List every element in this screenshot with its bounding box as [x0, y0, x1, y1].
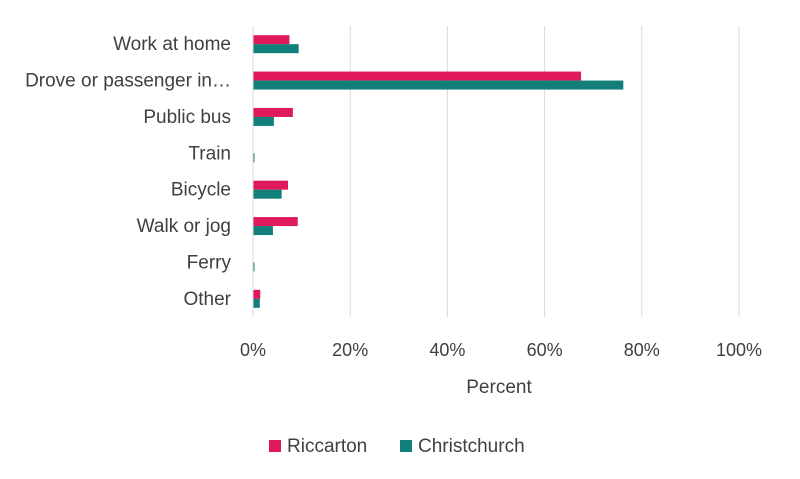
bar-riccarton-0: [253, 35, 290, 45]
x-tick-label: 20%: [332, 340, 368, 360]
legend-label-riccarton: Riccarton: [287, 436, 367, 457]
x-axis-title: Percent: [466, 377, 532, 398]
x-tick-label: 0%: [240, 340, 266, 360]
bar-christchurch-5: [253, 226, 273, 236]
x-tick-label: 60%: [527, 340, 563, 360]
bar-riccarton-2: [253, 107, 293, 117]
bar-christchurch-3: [253, 153, 255, 163]
bar-riccarton-1: [253, 71, 582, 81]
bar-riccarton-7: [253, 289, 261, 299]
category-label: Public bus: [143, 107, 231, 128]
x-tick-labels: 0% 20% 40% 60% 80% 100%: [240, 340, 762, 360]
bar-christchurch-6: [253, 262, 255, 272]
bars: [253, 35, 624, 308]
category-label: Drove or passenger in…: [25, 71, 231, 92]
legend: Riccarton Christchurch: [269, 436, 525, 457]
legend-swatch-christchurch: [400, 440, 412, 452]
gridlines: [349, 26, 740, 317]
bar-christchurch-7: [253, 298, 260, 308]
category-labels: Work at home Drove or passenger in… Public…: [25, 34, 232, 310]
x-tick-label: 40%: [429, 340, 465, 360]
category-label: Work at home: [113, 34, 231, 55]
category-label: Train: [188, 143, 231, 164]
legend-label-christchurch: Christchurch: [418, 436, 525, 457]
category-label: Bicycle: [171, 180, 231, 201]
bar-christchurch-1: [253, 80, 624, 90]
bar-riccarton-5: [253, 217, 298, 227]
legend-swatch-riccarton: [269, 440, 281, 452]
category-label: Walk or jog: [137, 216, 231, 237]
bar-christchurch-2: [253, 116, 274, 126]
category-label: Other: [183, 289, 231, 310]
category-label: Ferry: [187, 252, 232, 273]
bar-christchurch-4: [253, 189, 282, 199]
bar-riccarton-4: [253, 180, 288, 190]
bar-christchurch-0: [253, 44, 299, 54]
x-tick-label: 80%: [624, 340, 660, 360]
x-tick-label: 100%: [716, 340, 762, 360]
